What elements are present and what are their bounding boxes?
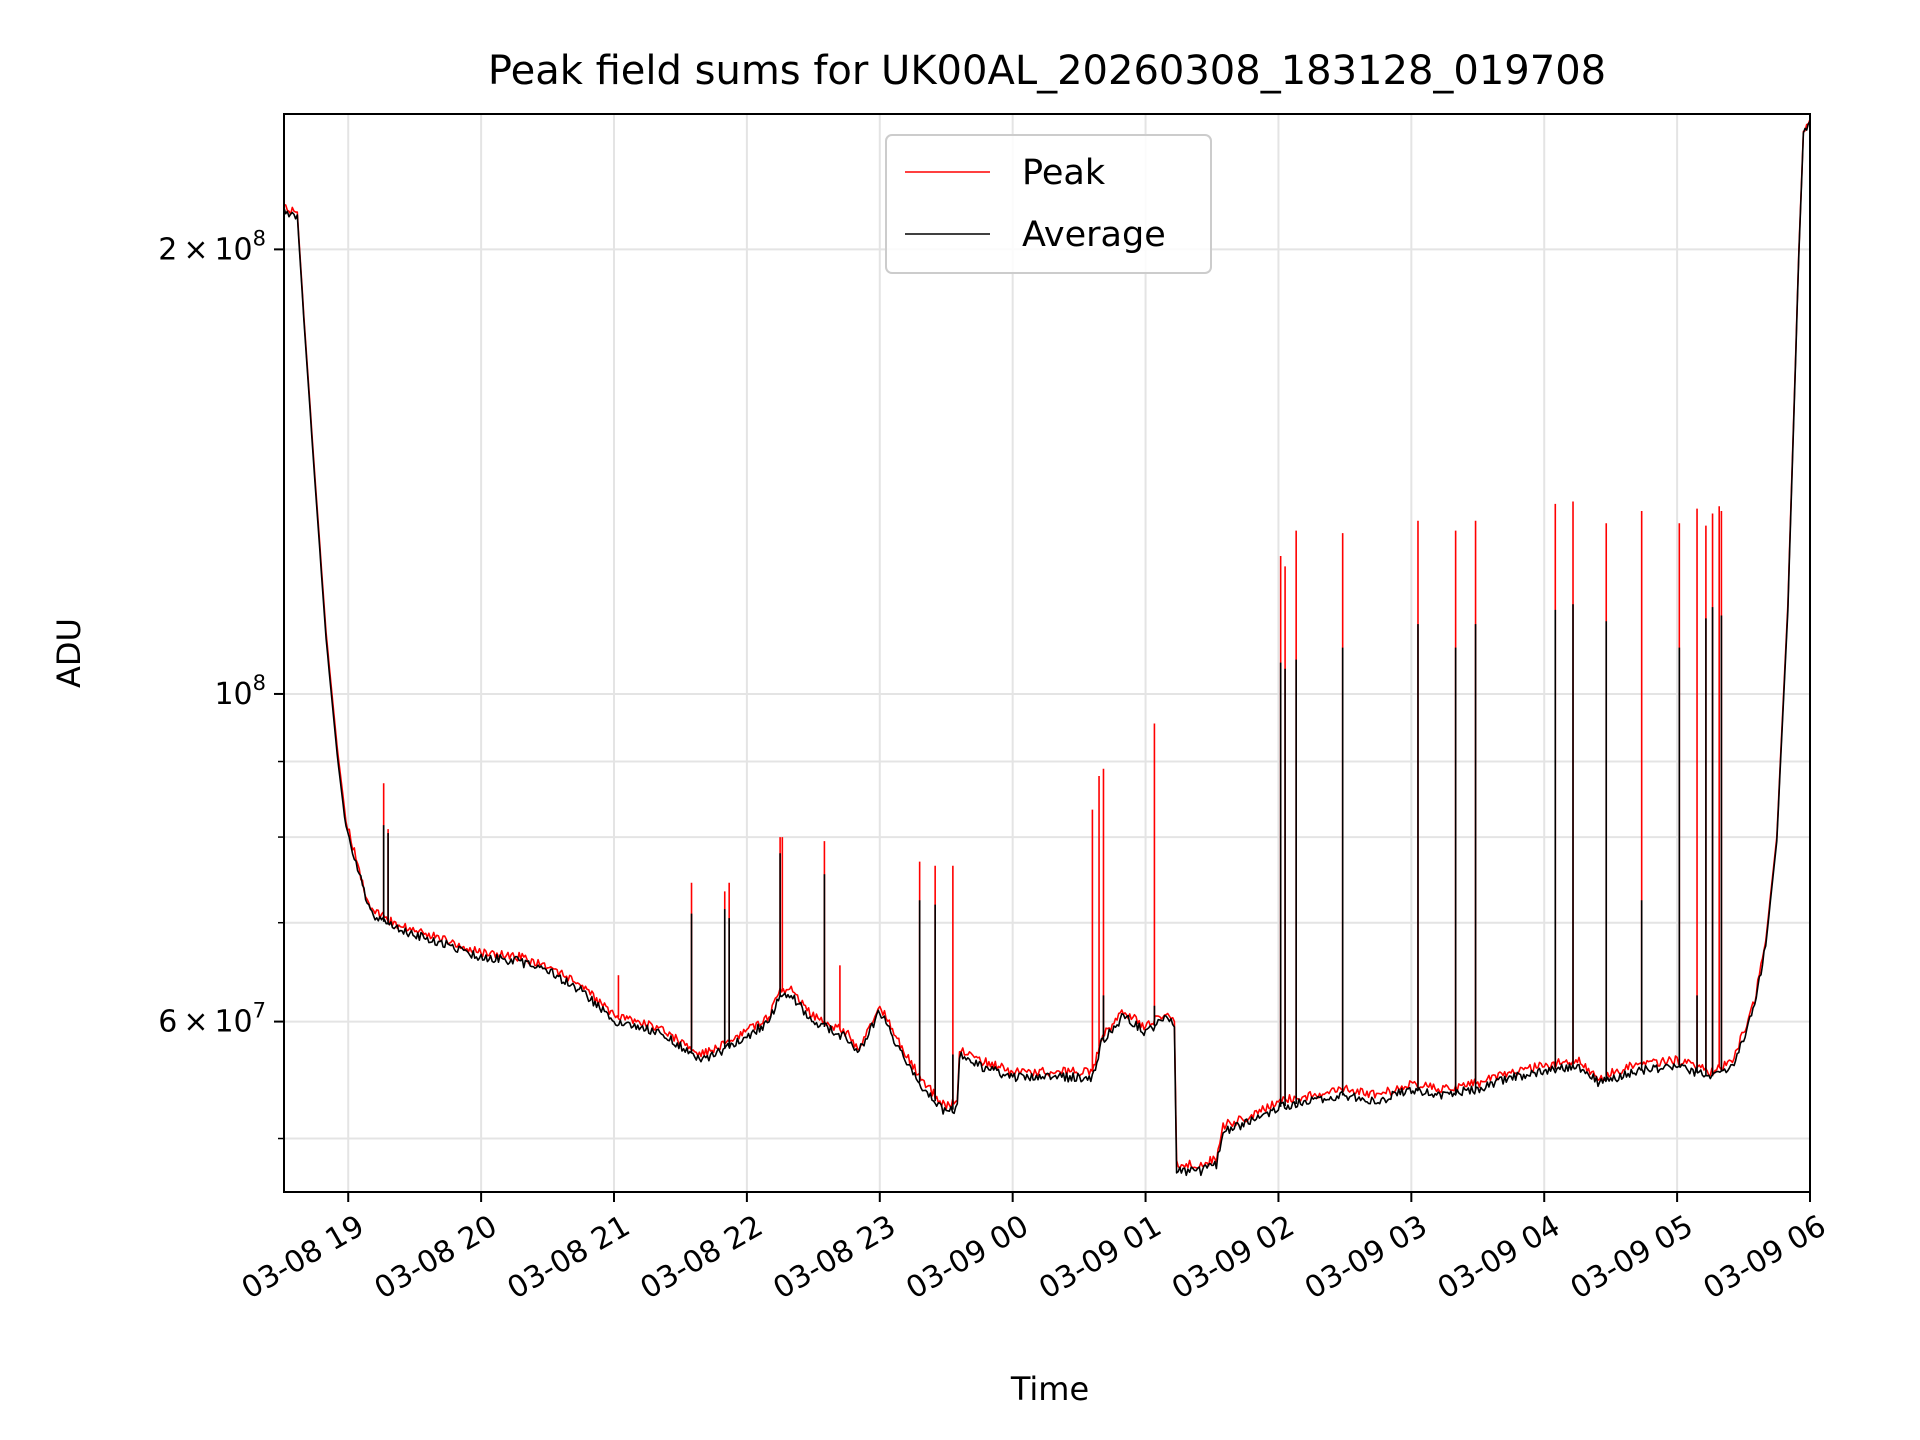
y-tick-exponent: 7 — [253, 999, 266, 1023]
y-tick-mantissa: 6 — [158, 1005, 177, 1040]
plot-area — [283, 118, 1811, 1177]
legend-average-label: Average — [1022, 215, 1166, 255]
y-axis: 6 × 107 108 2 × 108 — [158, 226, 284, 1140]
series-average-line — [283, 121, 1811, 1177]
y-tick-label: 6 × 107 — [158, 999, 266, 1040]
y-tick-exponent: 8 — [253, 671, 266, 695]
legend: Peak Average — [885, 134, 1212, 274]
x-axis-title: Time — [1010, 1370, 1089, 1408]
legend-peak-label: Peak — [1022, 153, 1106, 193]
plot-frame — [283, 113, 1811, 1193]
y-tick-exponent: 8 — [253, 226, 266, 250]
y-tick-label: 108 — [214, 671, 266, 712]
legend-box — [885, 134, 1212, 274]
y-axis-title: ADU — [50, 618, 88, 688]
chart-title: Peak field sums for UK00AL_20260308_1831… — [488, 48, 1606, 94]
y-tick-label: 2 × 108 — [158, 226, 266, 267]
y-tick-mantissa: 2 — [158, 232, 177, 267]
